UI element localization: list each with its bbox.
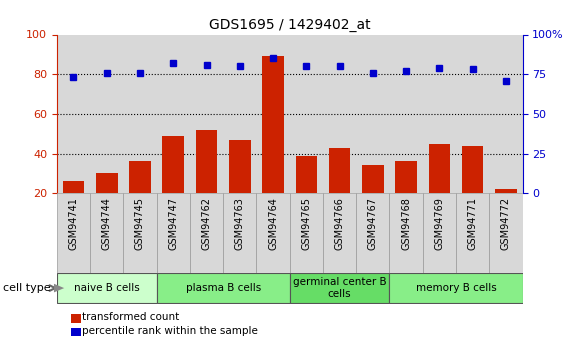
Bar xyxy=(123,193,157,273)
Bar xyxy=(323,34,356,193)
Bar xyxy=(223,193,256,273)
Bar xyxy=(290,34,323,193)
Bar xyxy=(456,193,489,273)
Bar xyxy=(157,273,290,303)
Bar xyxy=(423,34,456,193)
Bar xyxy=(62,181,84,193)
Bar xyxy=(390,273,523,303)
Bar xyxy=(262,56,284,193)
Bar xyxy=(90,193,123,273)
Text: percentile rank within the sample: percentile rank within the sample xyxy=(82,326,258,336)
Title: GDS1695 / 1429402_at: GDS1695 / 1429402_at xyxy=(209,18,370,32)
Text: GSM94771: GSM94771 xyxy=(467,197,478,250)
Bar xyxy=(256,193,290,273)
Bar xyxy=(462,146,483,193)
Bar xyxy=(323,193,356,273)
Text: GSM94744: GSM94744 xyxy=(102,197,112,250)
Bar xyxy=(356,34,390,193)
Text: naive B cells: naive B cells xyxy=(74,283,140,293)
Bar xyxy=(90,34,123,193)
Bar xyxy=(489,34,523,193)
Bar xyxy=(390,193,423,273)
Text: GSM94765: GSM94765 xyxy=(301,197,311,250)
Bar xyxy=(395,161,417,193)
Text: GSM94767: GSM94767 xyxy=(368,197,378,250)
Bar xyxy=(356,193,390,273)
Text: GSM94747: GSM94747 xyxy=(168,197,178,250)
Text: GSM94769: GSM94769 xyxy=(435,197,444,250)
Bar xyxy=(295,156,317,193)
Bar xyxy=(362,165,383,193)
Bar xyxy=(229,140,250,193)
Text: cell type: cell type xyxy=(3,283,51,293)
Bar xyxy=(57,34,90,193)
Bar xyxy=(190,193,223,273)
Text: transformed count: transformed count xyxy=(82,313,179,322)
Bar xyxy=(495,189,517,193)
Text: GSM94762: GSM94762 xyxy=(202,197,211,250)
Bar xyxy=(96,173,118,193)
Text: GSM94768: GSM94768 xyxy=(401,197,411,250)
Bar xyxy=(429,144,450,193)
Bar xyxy=(123,34,157,193)
Text: GSM94764: GSM94764 xyxy=(268,197,278,250)
Text: plasma B cells: plasma B cells xyxy=(186,283,261,293)
Bar xyxy=(456,34,489,193)
Text: GSM94745: GSM94745 xyxy=(135,197,145,250)
Bar xyxy=(329,148,350,193)
Text: memory B cells: memory B cells xyxy=(416,283,496,293)
Bar xyxy=(129,161,151,193)
Text: GSM94763: GSM94763 xyxy=(235,197,245,250)
Bar xyxy=(190,34,223,193)
Bar xyxy=(157,193,190,273)
Bar xyxy=(223,34,256,193)
Text: GSM94772: GSM94772 xyxy=(501,197,511,250)
Bar xyxy=(489,193,523,273)
Text: GSM94741: GSM94741 xyxy=(68,197,78,250)
Bar xyxy=(390,34,423,193)
Bar xyxy=(423,193,456,273)
Bar xyxy=(256,34,290,193)
Bar xyxy=(290,193,323,273)
Text: germinal center B
cells: germinal center B cells xyxy=(293,277,386,299)
Bar xyxy=(157,34,190,193)
Bar xyxy=(196,130,218,193)
Bar xyxy=(290,273,390,303)
Bar xyxy=(162,136,184,193)
Text: GSM94766: GSM94766 xyxy=(335,197,345,250)
Bar xyxy=(57,193,90,273)
Bar xyxy=(57,273,157,303)
